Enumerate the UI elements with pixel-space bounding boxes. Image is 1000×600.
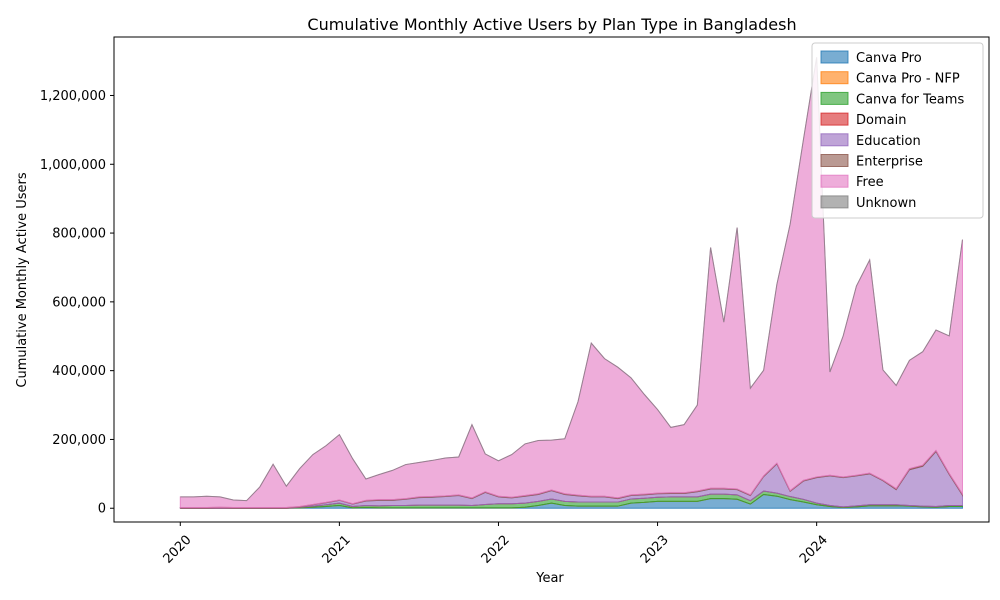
y-tick-label: 600,000 bbox=[52, 295, 106, 310]
legend-swatch-canva-for-teams bbox=[820, 91, 849, 105]
legend-label-enterprise: Enterprise bbox=[856, 155, 923, 170]
legend-label-canva-pro-nfp: Canva Pro - NFP bbox=[856, 72, 960, 87]
y-tick-label: 800,000 bbox=[52, 227, 106, 242]
legend-swatch-education bbox=[820, 133, 849, 147]
series-area-unknown bbox=[180, 57, 963, 502]
legend-label-canva-pro: Canva Pro bbox=[856, 51, 922, 66]
x-axis-title: Year bbox=[535, 571, 564, 586]
legend-swatch-unknown bbox=[820, 195, 849, 209]
legend: Canva Pro Canva Pro - NFP Canva for Teams D… bbox=[811, 42, 984, 219]
legend-label-domain: Domain bbox=[856, 113, 906, 128]
y-tick-label: 0 bbox=[98, 502, 106, 517]
y-tick-label: 1,000,000 bbox=[40, 158, 106, 173]
legend-label-free: Free bbox=[856, 175, 884, 190]
y-tick-label: 200,000 bbox=[52, 433, 106, 448]
plot-frame bbox=[113, 36, 990, 523]
legend-label-canva-for-teams: Canva for Teams bbox=[856, 92, 964, 107]
legend-label-education: Education bbox=[856, 134, 921, 149]
legend-label-unknown: Unknown bbox=[856, 196, 916, 211]
legend-swatch-free bbox=[820, 174, 849, 188]
legend-swatch-canva-pro-nfp bbox=[820, 71, 849, 85]
legend-swatch-enterprise bbox=[820, 154, 849, 167]
legend-swatch-domain bbox=[820, 112, 849, 126]
legend-frame bbox=[811, 42, 984, 219]
y-axis-title: Cumulative Monthly Active Users bbox=[15, 172, 30, 387]
legend-swatch-canva-pro bbox=[820, 50, 849, 64]
y-tick-label: 400,000 bbox=[52, 364, 106, 379]
y-axis: 0 200,000 400,000 600,000 800,000 1,000,000 1,… bbox=[40, 89, 114, 517]
chart-title: Cumulative Monthly Active Users by Plan … bbox=[307, 15, 796, 34]
areas-layer bbox=[179, 57, 963, 509]
y-tick-label: 1,200,000 bbox=[40, 89, 106, 104]
